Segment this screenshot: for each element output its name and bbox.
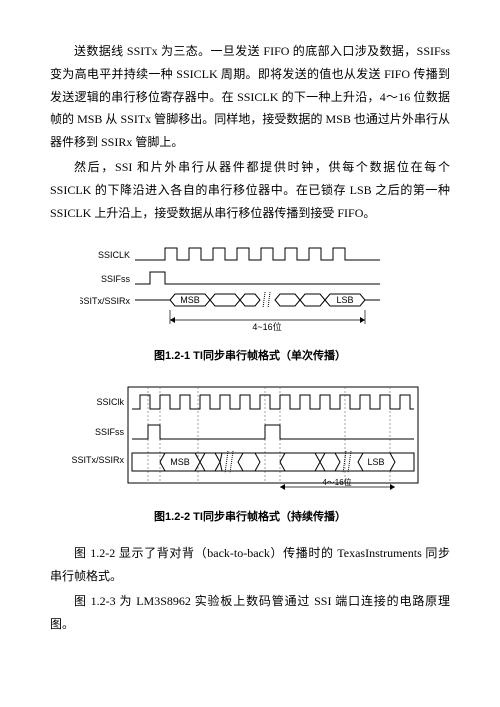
timing-diagram-2: SSIClk SSIFss SSITx/SSIRx MSB LSB [50, 385, 450, 495]
lsb-label-2: LSB [367, 457, 384, 467]
paragraph-1: 送数据线 SSITx 为三态。一旦发送 FIFO 的底部入口涉及数据，SSIFs… [50, 40, 450, 154]
paragraph-2: 然后，SSI 和片外串行从器件都提供时钟，供每个数据位在每个 SSICLK 的下… [50, 156, 450, 224]
caption-2: 图1.2-2 TI同步串行帧格式（持续传播） [50, 507, 450, 528]
paragraph-3: 图 1.2-2 显示了背对背（back-to-back）传播时的 TexasIn… [50, 542, 450, 588]
lsb-label: LSB [336, 295, 353, 305]
range-label-2: 4～16位 [322, 477, 351, 487]
label-ssifss-2: SSIFss [95, 427, 125, 437]
range-label-1: 4~16位 [252, 321, 281, 332]
timing-diagram-1: SSICLK SSIFss SSITx/SSIRx MSB LSB [50, 242, 450, 334]
label-data: SSITx/SSIRx [80, 296, 130, 306]
label-ssifss: SSIFss [101, 274, 131, 284]
paragraph-4: 图 1.2-3 为 LM3S8962 实验板上数码管通过 SSI 端口连接的电路… [50, 590, 450, 636]
label-ssiclk-2: SSIClk [96, 397, 124, 407]
msb-label-2: MSB [170, 457, 190, 467]
msb-label: MSB [180, 295, 200, 305]
caption-1: 图1.2-1 TI同步串行帧格式（单次传播） [50, 346, 450, 367]
label-ssiclk: SSICLK [98, 250, 130, 260]
label-data-2: SSITx/SSIRx [71, 455, 124, 465]
